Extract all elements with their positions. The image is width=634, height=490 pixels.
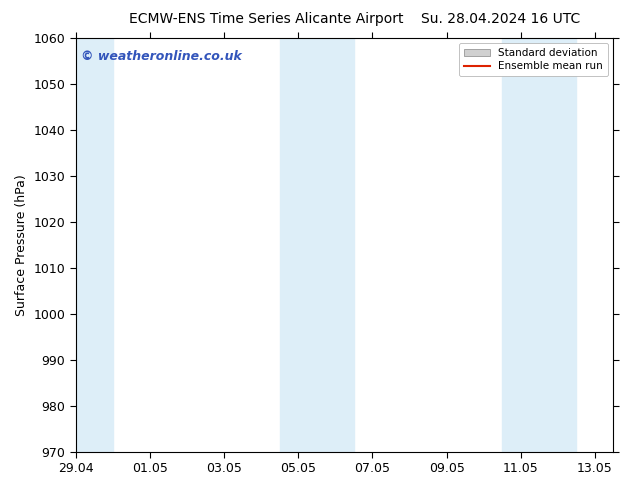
Bar [502,38,576,452]
Bar [76,38,113,452]
Legend: Standard deviation, Ensemble mean run: Standard deviation, Ensemble mean run [458,43,608,76]
Text: Su. 28.04.2024 16 UTC: Su. 28.04.2024 16 UTC [421,12,581,26]
Text: © weatheronline.co.uk: © weatheronline.co.uk [81,50,242,63]
Text: ECMW-ENS Time Series Alicante Airport: ECMW-ENS Time Series Alicante Airport [129,12,403,26]
Y-axis label: Surface Pressure (hPa): Surface Pressure (hPa) [15,174,28,316]
Bar [280,38,354,452]
